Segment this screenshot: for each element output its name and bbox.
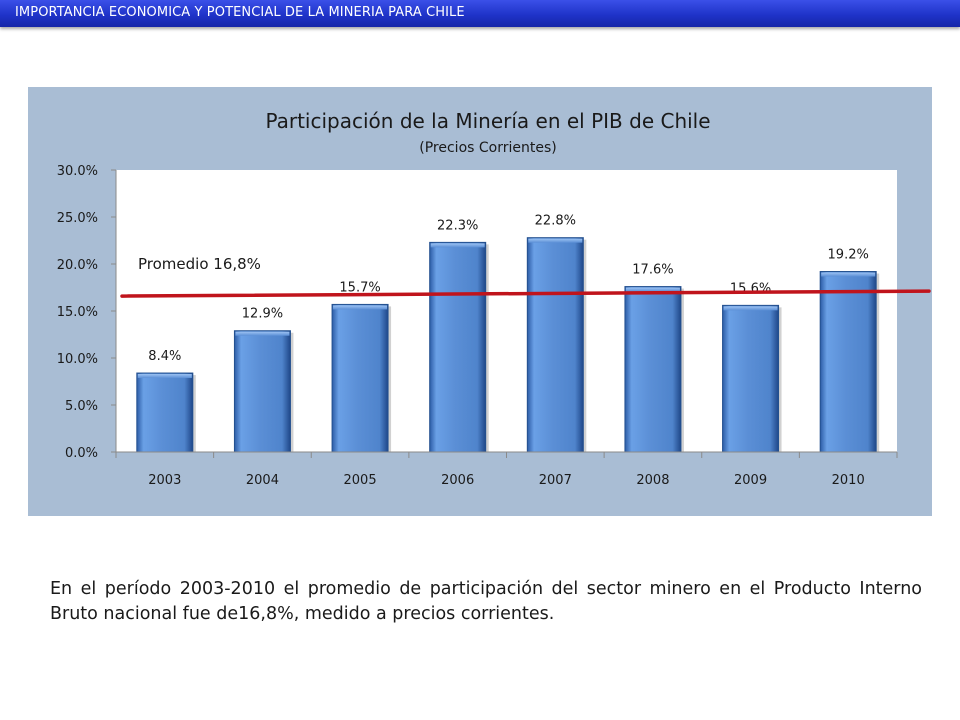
y-tick-label: 20.0% xyxy=(57,258,98,273)
data-label: 15.7% xyxy=(339,280,380,295)
x-tick-label: 2007 xyxy=(539,473,572,488)
data-label: 15.6% xyxy=(730,281,771,296)
bar xyxy=(722,304,780,453)
y-tick-label: 25.0% xyxy=(57,211,98,226)
y-tick-label: 0.0% xyxy=(65,446,98,461)
bar-chart: Participación de la Minería en el PIB de… xyxy=(57,109,931,488)
x-tick-label: 2003 xyxy=(148,473,181,488)
data-label: 17.6% xyxy=(632,263,673,278)
average-label: Promedio 16,8% xyxy=(138,255,261,273)
page-header-title: IMPORTANCIA ECONOMICA Y POTENCIAL DE LA … xyxy=(15,5,465,20)
bar xyxy=(233,330,291,453)
bar-highlight xyxy=(528,238,583,243)
data-label: 19.2% xyxy=(828,248,869,263)
bar-highlight xyxy=(430,243,485,248)
bar xyxy=(624,286,682,453)
chart-subtitle: (Precios Corrientes) xyxy=(419,140,556,156)
y-tick-label: 15.0% xyxy=(57,305,98,320)
y-tick-label: 10.0% xyxy=(57,352,98,367)
x-tick-label: 2004 xyxy=(246,473,279,488)
x-tick-label: 2005 xyxy=(344,473,377,488)
x-tick-label: 2006 xyxy=(441,473,474,488)
data-label: 8.4% xyxy=(148,349,181,364)
x-tick-label: 2008 xyxy=(636,473,669,488)
bar-highlight xyxy=(235,331,290,336)
bar xyxy=(526,237,584,453)
summary-paragraph: En el período 2003-2010 el promedio de p… xyxy=(50,579,922,624)
chart-panel: Participación de la Minería en el PIB de… xyxy=(28,87,932,516)
x-tick-label: 2010 xyxy=(832,473,865,488)
bar-highlight xyxy=(821,272,876,277)
data-label: 22.3% xyxy=(437,218,478,233)
average-line xyxy=(120,289,931,298)
bar xyxy=(429,241,487,453)
x-tick-label: 2009 xyxy=(734,473,767,488)
header-bar: IMPORTANCIA ECONOMICA Y POTENCIAL DE LA … xyxy=(0,0,960,27)
bar-highlight xyxy=(137,374,192,379)
bar xyxy=(136,372,194,453)
bar-highlight xyxy=(625,287,680,292)
bar-highlight xyxy=(333,305,388,310)
data-label: 22.8% xyxy=(535,214,576,229)
y-tick-label: 30.0% xyxy=(57,164,98,179)
bar xyxy=(819,271,877,453)
y-tick-label: 5.0% xyxy=(65,399,98,414)
bar xyxy=(331,303,389,453)
chart-title: Participación de la Minería en el PIB de… xyxy=(265,109,710,133)
bar-highlight xyxy=(723,306,778,311)
data-label: 12.9% xyxy=(242,307,283,322)
